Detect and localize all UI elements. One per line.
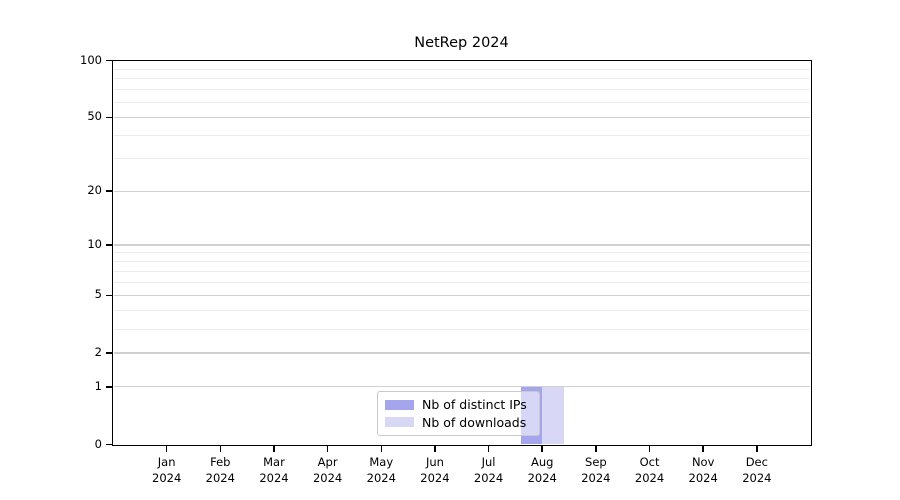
y-tick-mark [106,190,113,192]
minor-gridline [114,158,810,160]
x-tick-label: Jan 2024 [139,454,195,486]
legend-swatch-downloads-icon [385,417,414,428]
x-tick-mark [756,446,758,452]
x-tick-label: Oct 2024 [622,454,678,486]
x-tick-month: Aug [530,454,554,469]
x-tick-year: 2024 [688,470,718,485]
x-tick-month: Nov [691,454,715,469]
minor-gridline [114,252,810,254]
x-tick-mark [648,446,651,452]
x-tick-year: 2024 [420,470,450,485]
x-tick-year: 2024 [152,470,182,485]
y-tick-label: 2 [94,345,102,360]
x-tick-year: 2024 [742,470,772,485]
x-tick-year: 2024 [366,470,396,485]
x-tick-year: 2024 [259,470,289,485]
major-gridline [114,244,810,246]
x-tick-month: Jun [425,454,444,469]
y-tick-label: 50 [87,109,102,124]
x-tick-label: Sep 2024 [568,454,624,486]
legend-item-distinct-ips: Nb of distinct IPs [385,397,532,412]
x-tick-month: May [369,454,394,469]
x-tick-year: 2024 [205,470,235,485]
y-tick-label: 10 [87,236,102,251]
legend-item-downloads: Nb of downloads [385,415,532,430]
legend: Nb of distinct IPs Nb of downloads [377,391,540,436]
x-tick-month: Oct [639,454,660,469]
x-tick-label: Dec 2024 [729,454,785,486]
x-tick-label: May 2024 [353,454,409,486]
legend-swatch-distinct-ips-icon [385,399,414,410]
chart-title: NetRep 2024 [414,35,509,51]
x-tick-mark [326,446,329,452]
major-gridline [114,294,810,296]
y-tick-label: 0 [94,436,102,451]
x-tick-mark [702,446,704,452]
y-tick-mark [106,59,113,62]
legend-label-downloads: Nb of downloads [422,414,527,430]
x-tick-month: Jan [157,454,176,469]
y-tick-mark [106,352,113,354]
minor-gridline [114,310,810,312]
x-tick-month: Feb [210,454,231,469]
x-tick-year: 2024 [473,470,504,485]
major-gridline [114,352,810,354]
x-tick-month: Apr [317,454,338,469]
minor-gridline [114,78,810,80]
major-gridline [114,59,810,62]
major-gridline [114,386,810,388]
minor-gridline [114,135,810,136]
x-tick-year: 2024 [312,470,343,485]
x-tick-year: 2024 [527,470,557,485]
y-tick-mark [106,443,113,446]
x-tick-mark [434,446,436,452]
x-tick-mark [273,446,275,452]
y-tick-mark [106,244,113,246]
minor-gridline [114,261,810,263]
x-tick-year: 2024 [581,470,611,485]
minor-gridline [114,328,810,330]
y-tick-label: 1 [94,378,102,393]
legend-label-distinct-ips: Nb of distinct IPs [422,397,527,413]
minor-gridline [114,101,810,103]
x-tick-month: Mar [263,454,285,469]
x-tick-mark [595,446,597,452]
x-tick-month: Jul [481,454,496,469]
y-tick-mark [106,116,113,119]
bar-downloads [542,386,564,445]
minor-gridline [114,270,810,272]
major-gridline [114,116,810,118]
x-tick-month: Sep [585,454,607,469]
minor-gridline [114,68,810,70]
y-tick-mark [106,386,113,388]
y-tick-label: 5 [94,287,102,302]
x-tick-mark [487,446,490,452]
y-tick-label: 20 [87,183,102,198]
x-tick-month: Dec [745,454,768,469]
x-tick-mark [165,446,168,452]
x-tick-mark [380,446,383,452]
y-tick-mark [106,294,113,297]
minor-gridline [114,89,810,91]
x-tick-label: Nov 2024 [675,454,731,486]
x-tick-label: Jul 2024 [461,454,517,486]
x-tick-mark [541,446,543,452]
x-tick-label: Aug 2024 [514,454,570,486]
x-tick-label: Mar 2024 [246,454,302,486]
x-tick-label: Jun 2024 [407,454,463,486]
x-tick-mark [219,446,222,452]
x-tick-label: Apr 2024 [300,454,356,486]
x-tick-label: Feb 2024 [192,454,248,486]
x-tick-year: 2024 [634,470,665,485]
minor-gridline [114,282,810,284]
major-gridline [114,190,810,192]
y-tick-label: 100 [80,52,102,67]
